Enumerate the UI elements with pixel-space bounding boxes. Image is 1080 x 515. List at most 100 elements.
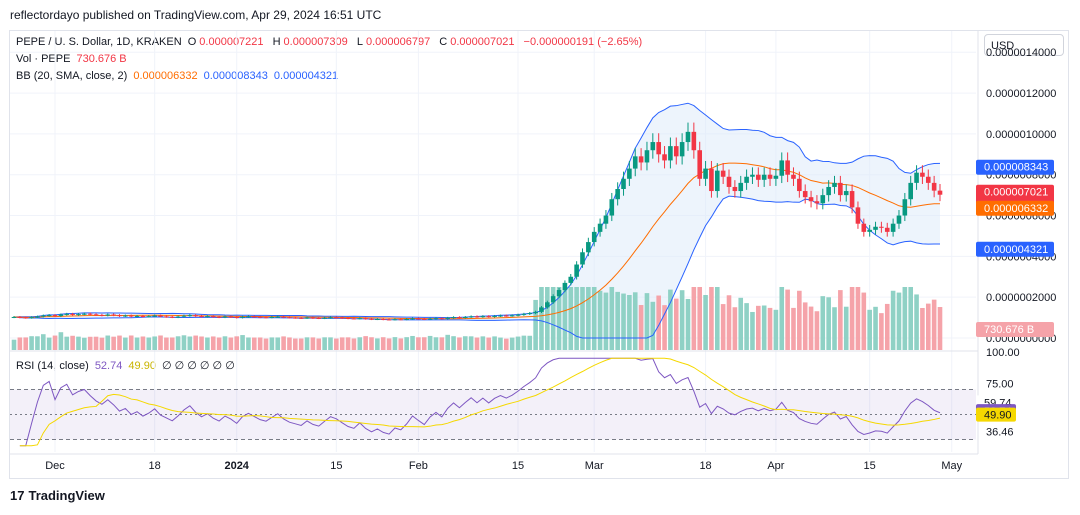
volume-bar bbox=[568, 287, 574, 350]
volume-bar bbox=[767, 307, 773, 350]
bb-label[interactable]: BB (20, SMA, close, 2) bbox=[16, 70, 128, 82]
candle-body bbox=[662, 154, 667, 161]
volume-bar bbox=[632, 292, 638, 350]
volume-bar bbox=[873, 306, 878, 350]
rsi-line bbox=[19, 357, 941, 447]
volume-bar bbox=[545, 287, 550, 350]
candle-body bbox=[539, 307, 544, 312]
candle-body bbox=[855, 207, 861, 224]
candle-body bbox=[398, 319, 404, 321]
candle-body bbox=[339, 317, 345, 319]
volume-bar bbox=[504, 338, 509, 350]
volume-bar bbox=[398, 338, 404, 350]
volume-bar bbox=[937, 307, 943, 350]
price-tick-label: 0.0000002000 bbox=[986, 292, 1056, 304]
volume-bar bbox=[738, 297, 744, 350]
candle-body bbox=[123, 315, 128, 317]
currency-button[interactable]: USD bbox=[984, 34, 1064, 56]
volume-bar bbox=[35, 336, 40, 350]
volume-bar bbox=[52, 335, 58, 350]
volume-bar bbox=[720, 304, 726, 350]
candle-body bbox=[158, 315, 163, 317]
candle-body bbox=[164, 316, 169, 318]
candle-body bbox=[310, 317, 316, 319]
volume-bar bbox=[222, 336, 228, 350]
volume-bar bbox=[521, 335, 527, 350]
candle-body bbox=[679, 142, 685, 157]
volume-bar bbox=[351, 338, 357, 350]
candle-body bbox=[814, 201, 820, 204]
volume-bar bbox=[117, 335, 122, 350]
candle-body bbox=[404, 319, 409, 321]
volume-bar bbox=[345, 337, 351, 350]
volume-bar bbox=[275, 337, 281, 350]
volume-bar bbox=[761, 305, 767, 350]
volume-bar bbox=[328, 337, 333, 350]
volume-bar bbox=[123, 337, 128, 350]
candle-body bbox=[93, 314, 99, 316]
bb-fill bbox=[14, 103, 940, 338]
volume-bar bbox=[111, 336, 116, 350]
volume-bar bbox=[29, 336, 34, 350]
candle-body bbox=[797, 178, 802, 192]
volume-bar bbox=[580, 287, 585, 350]
candle-body bbox=[527, 313, 533, 315]
volume-bar bbox=[64, 336, 70, 350]
candle-body bbox=[275, 316, 281, 318]
publish-header: reflectordayo published on TradingView.c… bbox=[10, 8, 382, 22]
candle-body bbox=[591, 231, 597, 243]
volume-value: 730.676 B bbox=[76, 53, 127, 65]
volume-bar bbox=[175, 336, 181, 350]
candle-body bbox=[838, 182, 843, 196]
bb-lower-value: 0.000004321 bbox=[273, 70, 339, 82]
candle-body bbox=[843, 191, 849, 196]
volume-bar bbox=[697, 287, 703, 350]
volume-bar bbox=[164, 337, 169, 350]
volume-bar bbox=[392, 337, 398, 350]
volume-bar bbox=[615, 291, 620, 350]
candle-body bbox=[76, 314, 81, 316]
volume-bar bbox=[416, 337, 421, 350]
candle-body bbox=[638, 156, 644, 163]
candle-body bbox=[492, 315, 497, 317]
volume-bar bbox=[11, 339, 17, 350]
volume-bar bbox=[586, 287, 591, 350]
rsi-legend: RSI (14, close) 52.74 49.90 ∅ ∅ ∅ ∅ ∅ ∅ bbox=[16, 359, 238, 372]
volume-bar bbox=[87, 336, 93, 350]
ohlc-open: O 0.000007221 bbox=[187, 36, 264, 48]
volume-bar bbox=[181, 335, 187, 350]
volume-bar bbox=[316, 338, 322, 350]
volume-label[interactable]: Vol · PEPE bbox=[16, 53, 71, 65]
volume-bar bbox=[480, 336, 486, 350]
candle-body bbox=[298, 317, 304, 319]
candle-body bbox=[293, 317, 298, 319]
candle-body bbox=[826, 186, 831, 196]
volume-bar bbox=[574, 287, 579, 350]
volume-bar bbox=[492, 336, 497, 350]
volume-bar bbox=[240, 335, 245, 350]
rsi-label[interactable]: RSI (14, close) bbox=[16, 360, 89, 372]
volume-bar bbox=[861, 292, 867, 350]
candle-body bbox=[445, 317, 450, 319]
candle-body bbox=[427, 318, 433, 320]
price-tick-label: 0.0000010000 bbox=[986, 129, 1056, 141]
volume-bar bbox=[627, 294, 632, 350]
candle-body bbox=[480, 316, 486, 318]
volume-bar bbox=[843, 306, 849, 350]
volume-bar bbox=[58, 332, 64, 350]
footer-brand[interactable]: 17 TradingView bbox=[10, 488, 105, 503]
candle-body bbox=[457, 317, 462, 319]
volume-bar bbox=[884, 303, 890, 350]
price-label-text: 0.000008343 bbox=[984, 162, 1048, 174]
candle-body bbox=[46, 315, 52, 317]
volume-bar bbox=[23, 337, 29, 350]
time-tick-label: 15 bbox=[512, 460, 524, 472]
volume-bar bbox=[251, 337, 257, 350]
candle-body bbox=[169, 316, 175, 318]
price-label-text: 0.000004321 bbox=[984, 244, 1048, 256]
candle-body bbox=[720, 170, 726, 177]
symbol-title[interactable]: PEPE / U. S. Dollar, 1D, KRAKEN bbox=[16, 36, 182, 48]
candle-body bbox=[504, 315, 509, 317]
volume-bar bbox=[152, 336, 157, 350]
